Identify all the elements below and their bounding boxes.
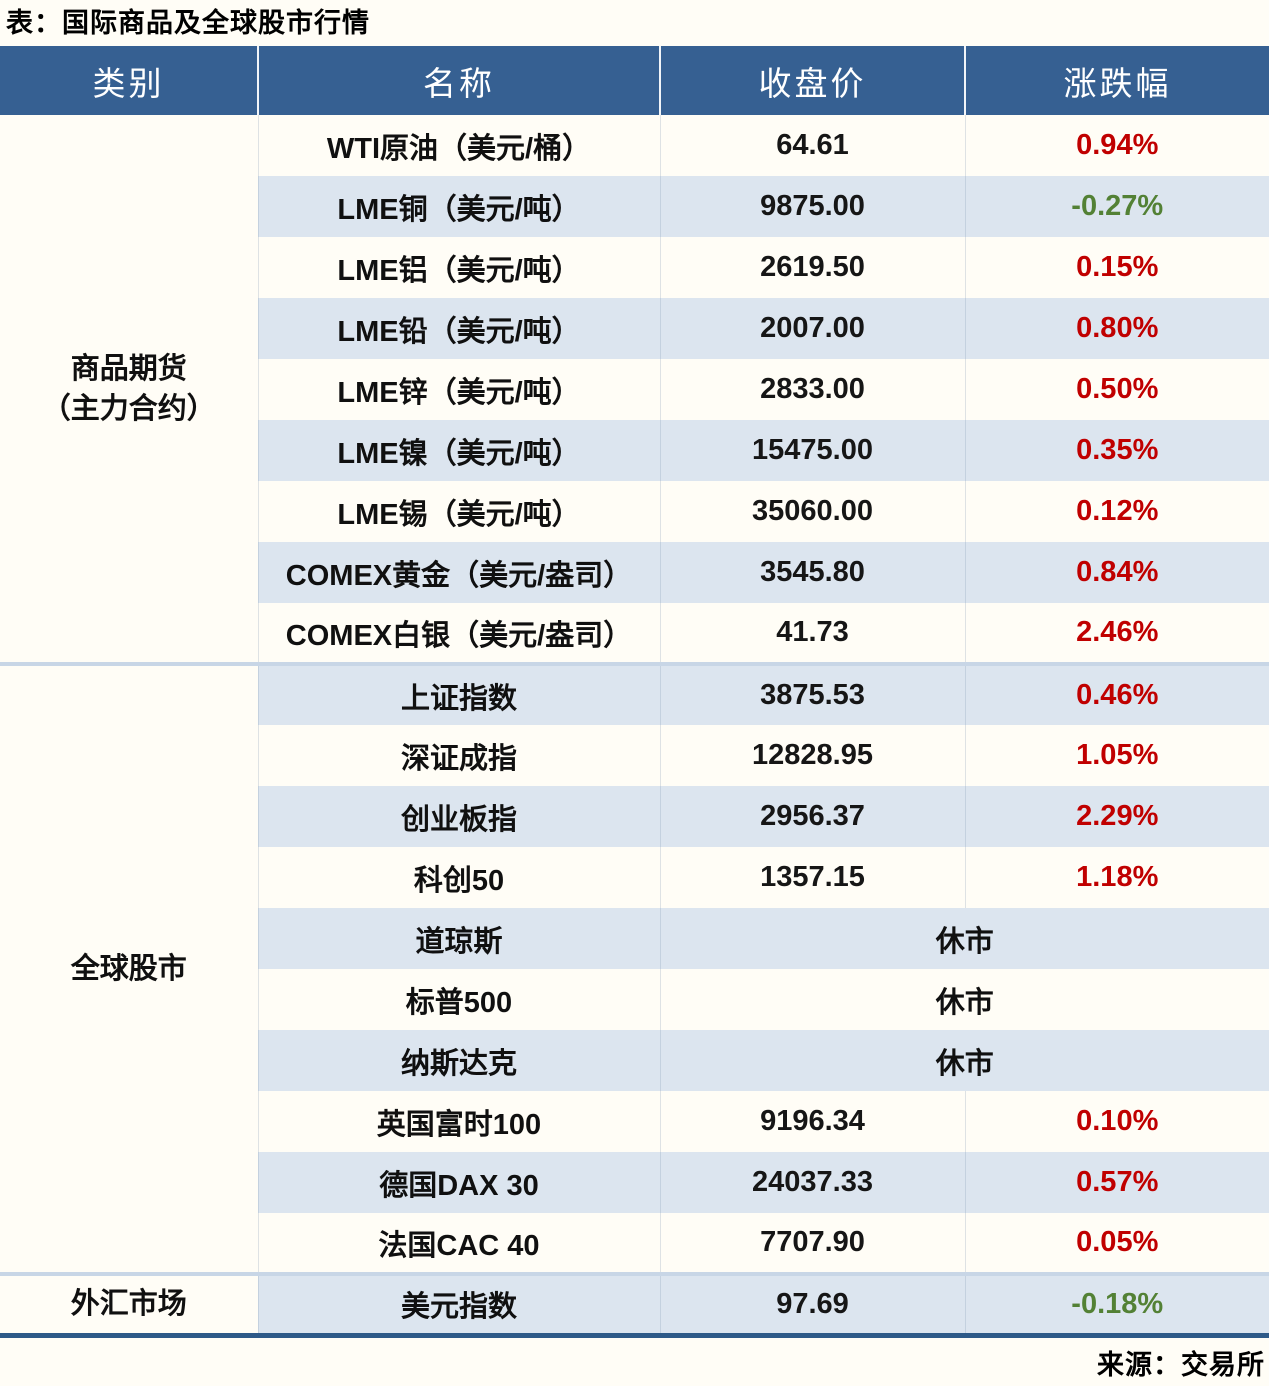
table-row: 法国CAC 40 7707.90 0.05% [0, 1213, 1269, 1274]
market-table: 类别 名称 收盘价 涨跌幅 商品期货 （主力合约） WTI原油（美元/桶） 64… [0, 46, 1269, 1338]
close-cell: 1357.15 [660, 847, 966, 908]
name-cell: LME镍（美元/吨） [258, 420, 661, 481]
table-row: LME锌（美元/吨） 2833.00 0.50% [0, 359, 1269, 420]
close-cell: 7707.90 [660, 1213, 966, 1274]
category-cell-global-stocks: 全球股市 [0, 662, 259, 1274]
close-cell: 2007.00 [660, 298, 966, 359]
page-title: 表：国际商品及全球股市行情 [6, 8, 370, 38]
name-cell: LME锡（美元/吨） [258, 481, 661, 542]
name-cell: 英国富时100 [258, 1091, 661, 1152]
name-cell: 创业板指 [258, 786, 661, 847]
change-cell: 0.57% [965, 1152, 1269, 1213]
change-cell: 0.50% [1076, 373, 1159, 405]
name-cell: 科创50 [258, 847, 661, 908]
name-cell: 德国DAX 30 [258, 1152, 661, 1213]
table-row: LME锡（美元/吨） 35060.00 0.12% [0, 481, 1269, 542]
category-label-line: 商品期货 [70, 352, 187, 385]
table-row: 标普500 休市 [0, 969, 1269, 1030]
table-row: LME镍（美元/吨） 15475.00 0.35% [0, 420, 1269, 481]
change-cell: 2.46% [1076, 616, 1159, 648]
close-cell: 9196.34 [660, 1091, 966, 1152]
name-cell: LME锌（美元/吨） [258, 359, 661, 420]
change-cell: 1.05% [1076, 739, 1159, 771]
close-cell: 24037.33 [660, 1152, 966, 1213]
table-row: 纳斯达克 休市 [0, 1030, 1269, 1091]
change-cell: 2.29% [965, 786, 1269, 847]
close-cell: 15475.00 [660, 420, 966, 481]
change-cell: 0.84% [965, 542, 1269, 603]
table-row: COMEX黄金（美元/盎司） 3545.80 0.84% [0, 542, 1269, 603]
table-row: LME铅（美元/吨） 2007.00 0.80% [0, 298, 1269, 359]
table-row: 道琼斯 休市 [0, 908, 1269, 969]
column-header-close: 收盘价 [660, 46, 966, 115]
category-label-line: 全球股市 [70, 953, 187, 985]
column-header-change: 涨跌幅 [965, 46, 1269, 115]
category-cell-commodities: 商品期货 （主力合约） [0, 115, 259, 664]
close-cell: 2833.00 [660, 359, 966, 420]
change-cell: 0.35% [965, 420, 1269, 481]
table-row: LME铜（美元/吨） 9875.00 -0.27% [0, 176, 1269, 237]
change-cell: 0.05% [1076, 1226, 1159, 1258]
close-cell: 64.61 [660, 115, 966, 176]
table-row: 商品期货 （主力合约） WTI原油（美元/桶） 64.61 0.94% [0, 115, 1269, 664]
change-cell: 0.15% [1076, 251, 1159, 283]
close-cell: 3545.80 [660, 542, 966, 603]
table-row: 科创50 1357.15 1.18% [0, 847, 1269, 908]
name-cell: 法国CAC 40 [258, 1213, 661, 1274]
table-row: 创业板指 2956.37 2.29% [0, 786, 1269, 847]
table-row: 英国富时100 9196.34 0.10% [0, 1091, 1269, 1152]
name-cell: COMEX黄金（美元/盎司） [258, 542, 661, 603]
column-header-name: 名称 [258, 46, 661, 115]
change-cell: 0.12% [1076, 495, 1159, 527]
name-cell: LME铝（美元/吨） [258, 237, 661, 298]
close-cell: 2956.37 [660, 786, 966, 847]
status-cell: 休市 [660, 1030, 1269, 1091]
category-label-line: 外汇市场 [70, 1288, 187, 1321]
name-cell: 道琼斯 [258, 908, 661, 969]
name-cell: 标普500 [258, 969, 661, 1030]
table-row: COMEX白银（美元/盎司） 41.73 2.46% [0, 603, 1269, 664]
change-cell: 0.80% [965, 298, 1269, 359]
change-cell: -0.27% [965, 176, 1269, 237]
table-row: 全球股市 上证指数 3875.53 0.46% [0, 662, 1269, 1274]
close-cell: 12828.95 [660, 725, 966, 786]
name-cell: COMEX白银（美元/盎司） [258, 603, 661, 664]
header-row: 类别 名称 收盘价 涨跌幅 [0, 46, 1269, 115]
table-row: 外汇市场 美元指数 97.69 -0.18% [0, 1272, 1269, 1335]
change-cell: 0.94% [1076, 129, 1159, 161]
name-cell: LME铜（美元/吨） [258, 176, 661, 237]
status-cell: 休市 [935, 986, 994, 1019]
name-cell: 上证指数 [258, 662, 661, 725]
name-cell: WTI原油（美元/桶） [258, 115, 661, 176]
close-cell: 3875.53 [660, 662, 966, 725]
name-cell: 美元指数 [258, 1272, 661, 1335]
change-cell: -0.18% [965, 1272, 1269, 1335]
close-cell: 9875.00 [660, 176, 966, 237]
close-cell: 97.69 [660, 1272, 966, 1335]
category-cell-forex: 外汇市场 [0, 1272, 259, 1335]
table-row: LME铝（美元/吨） 2619.50 0.15% [0, 237, 1269, 298]
close-cell: 2619.50 [660, 237, 966, 298]
source-label: 来源：交易所 [1097, 1349, 1265, 1380]
table-row: 德国DAX 30 24037.33 0.57% [0, 1152, 1269, 1213]
name-cell: LME铅（美元/吨） [258, 298, 661, 359]
category-label-line: （主力合约） [41, 392, 216, 425]
column-header-category: 类别 [0, 46, 259, 115]
change-cell: 0.10% [1076, 1105, 1159, 1137]
name-cell: 深证成指 [258, 725, 661, 786]
change-cell: 1.18% [1076, 861, 1159, 893]
name-cell: 纳斯达克 [258, 1030, 661, 1091]
change-cell: 0.46% [965, 662, 1269, 725]
table-row: 深证成指 12828.95 1.05% [0, 725, 1269, 786]
status-cell: 休市 [660, 908, 1269, 969]
close-cell: 35060.00 [660, 481, 966, 542]
close-cell: 41.73 [660, 603, 966, 664]
